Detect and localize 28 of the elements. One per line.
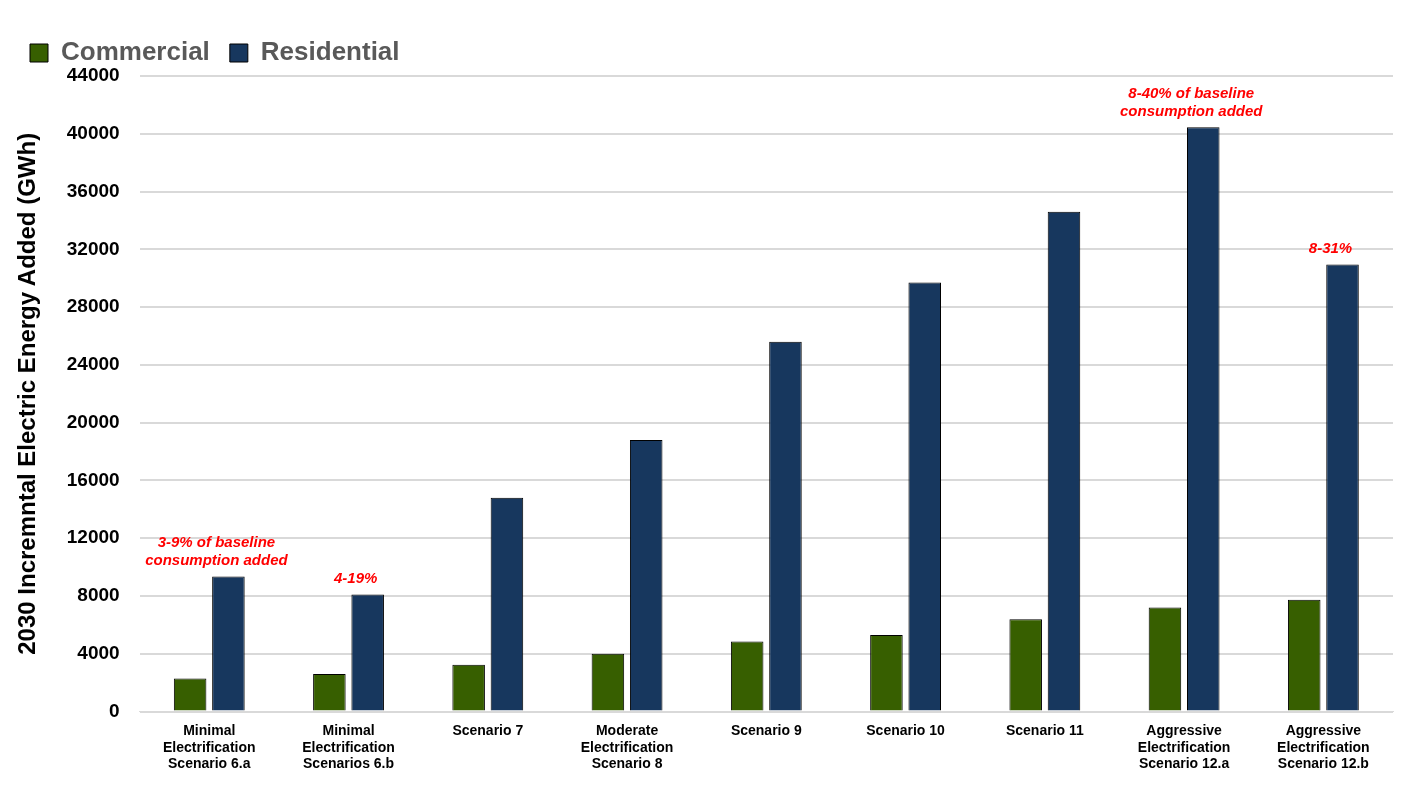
annotation: 8-31% (1308, 239, 1353, 257)
y-tick-label: 40000 (66, 122, 120, 144)
annotation: 3-9% of baseline consumption added (145, 533, 289, 569)
x-tick-label: Minimal Electrification Scenarios 6.b (302, 721, 395, 772)
x-tick-label: Aggressive Electrification Scenario 12.a (1137, 721, 1231, 772)
y-tick-label: 8000 (77, 584, 120, 606)
y-axis-title: 2030 Incremntal Electric Energy Added (GWh) (13, 132, 41, 655)
annotation: 8-40% of baseline consumption added (1120, 83, 1264, 119)
y-tick-label: 36000 (66, 179, 120, 201)
y-tick-label: 32000 (66, 237, 120, 259)
y-tick-label: 44000 (66, 64, 120, 86)
x-tick-label: Scenario 10 (866, 721, 946, 738)
x-tick-label: Scenario 9 (730, 721, 802, 738)
x-tick-label: Minimal Electrification Scenario 6.a (162, 721, 256, 772)
y-tick-label: 28000 (66, 295, 120, 317)
y-tick-label: 24000 (66, 353, 120, 375)
x-tick-label: Moderate Electrification Scenario 8 (580, 721, 674, 772)
y-tick-label: 20000 (66, 410, 120, 432)
y-tick-label: 16000 (66, 468, 120, 490)
legend-label: Commercial (61, 36, 210, 67)
y-tick-label: 0 (109, 699, 120, 721)
x-tick-label: Scenario 11 (1005, 721, 1084, 738)
y-tick-label: 4000 (77, 642, 120, 664)
annotation: 4-19% (333, 569, 378, 587)
x-tick-label: Aggressive Electrification Scenario 12.b (1277, 721, 1370, 772)
x-tick-label: Scenario 7 (452, 721, 524, 738)
legend-label: Residential (260, 36, 400, 67)
y-tick-label: 12000 (66, 526, 120, 548)
